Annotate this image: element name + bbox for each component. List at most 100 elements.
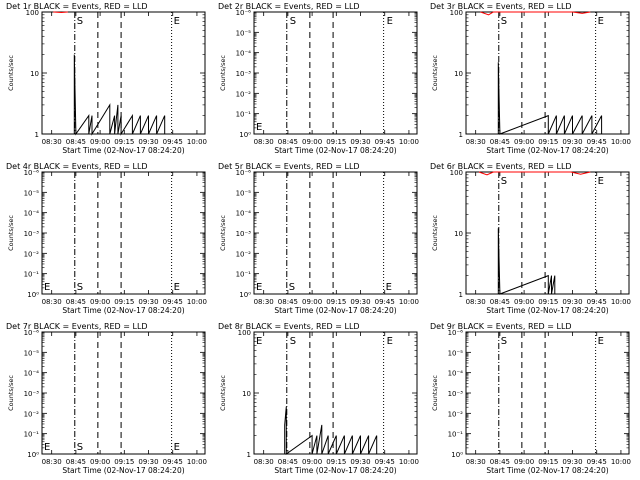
marker-label-S: S bbox=[77, 442, 83, 453]
y-tick-label: 10⁻⁵ bbox=[24, 189, 40, 197]
x-tick-label: 08:30 bbox=[42, 298, 62, 306]
y-tick-label: 10⁻³ bbox=[448, 390, 464, 398]
x-tick-label: 10:00 bbox=[399, 458, 419, 466]
x-tick-label: 09:15 bbox=[538, 458, 558, 466]
panel-det-7r: Det 7r BLACK = Events, RED = LLD Counts/s… bbox=[6, 322, 207, 475]
y-tick-label: 10⁻² bbox=[448, 410, 464, 418]
panel-det-3r: Det 3r BLACK = Events, RED = LLD Counts/s… bbox=[430, 2, 631, 155]
x-tick-label: 08:45 bbox=[278, 138, 298, 146]
x-tick-label: 08:45 bbox=[66, 298, 86, 306]
x-tick-label: 08:30 bbox=[254, 138, 274, 146]
y-tick-label: 10 bbox=[30, 70, 39, 78]
x-axis-label: Start Time (02-Nov-17 08:24:20) bbox=[62, 146, 184, 155]
marker-label-E-edge: E bbox=[44, 442, 50, 453]
y-tick-label: 10 bbox=[454, 230, 463, 238]
x-tick-label: 08:45 bbox=[490, 298, 510, 306]
y-axis-label: Counts/sec bbox=[431, 55, 439, 91]
y-axis-label: Counts/sec bbox=[7, 215, 15, 251]
panel-title: Det 3r BLACK = Events, RED = LLD bbox=[430, 2, 572, 11]
x-tick-label: 09:45 bbox=[163, 458, 183, 466]
x-axis-label: Start Time (02-Nov-17 08:24:20) bbox=[486, 466, 608, 475]
x-tick-label: 09:45 bbox=[587, 138, 607, 146]
plot-frame bbox=[41, 331, 206, 455]
x-tick-label: 09:30 bbox=[562, 458, 582, 466]
y-axis-label: Counts/sec bbox=[219, 55, 227, 91]
x-tick-label: 09:00 bbox=[90, 138, 110, 146]
y-tick-label: 100 bbox=[26, 9, 39, 17]
x-tick-label: 09:00 bbox=[90, 458, 110, 466]
x-tick-label: 10:00 bbox=[399, 298, 419, 306]
x-tick-label: 09:00 bbox=[302, 458, 322, 466]
x-tick-label: 09:45 bbox=[587, 298, 607, 306]
x-tick-label: 08:45 bbox=[278, 458, 298, 466]
y-tick-label: 100 bbox=[450, 169, 463, 177]
panel-title: Det 9r BLACK = Events, RED = LLD bbox=[430, 322, 572, 331]
plot-frame bbox=[41, 171, 206, 295]
y-tick-label: 10⁻² bbox=[24, 410, 40, 418]
x-tick-label: 09:45 bbox=[375, 138, 395, 146]
x-tick-label: 09:45 bbox=[375, 458, 395, 466]
y-tick-label: 10⁻¹ bbox=[24, 271, 40, 279]
x-tick-label: 10:00 bbox=[611, 298, 631, 306]
x-tick-label: 08:30 bbox=[42, 138, 62, 146]
y-tick-label: 10⁻³ bbox=[24, 230, 40, 238]
x-axis-label: Start Time (02-Nov-17 08:24:20) bbox=[62, 466, 184, 475]
panel-title: Det 8r BLACK = Events, RED = LLD bbox=[218, 322, 360, 331]
x-tick-label: 08:30 bbox=[466, 138, 486, 146]
x-axis-label: Start Time (02-Nov-17 08:24:20) bbox=[486, 306, 608, 315]
marker-label-E: E bbox=[598, 176, 604, 187]
x-tick-label: 09:15 bbox=[326, 298, 346, 306]
marker-label-E: E bbox=[598, 336, 604, 347]
x-tick-label: 09:30 bbox=[350, 138, 370, 146]
y-tick-label: 1 bbox=[459, 291, 463, 299]
x-tick-label: 09:00 bbox=[90, 298, 110, 306]
y-tick-label: 10⁻³ bbox=[24, 390, 40, 398]
y-tick-label: 10 bbox=[454, 70, 463, 78]
y-tick-label: 10⁻⁵ bbox=[236, 189, 252, 197]
marker-label-S: S bbox=[290, 336, 296, 347]
panel-title: Det 1r BLACK = Events, RED = LLD bbox=[6, 2, 148, 11]
series-lld bbox=[478, 171, 591, 176]
marker-label-S: S bbox=[289, 282, 295, 293]
panel-title: Det 7r BLACK = Events, RED = LLD bbox=[6, 322, 148, 331]
panel-title: Det 5r BLACK = Events, RED = LLD bbox=[218, 162, 360, 171]
y-tick-label: 10⁻¹ bbox=[24, 431, 40, 439]
series-lld bbox=[53, 11, 68, 14]
panel-det-2r: Det 2r BLACK = Events, RED = LLD Counts/s… bbox=[218, 2, 419, 155]
x-tick-label: 09:15 bbox=[114, 298, 134, 306]
plot-frame bbox=[253, 331, 418, 455]
x-axis-label: Start Time (02-Nov-17 08:24:20) bbox=[274, 306, 396, 315]
x-tick-label: 08:45 bbox=[490, 458, 510, 466]
x-tick-label: 09:30 bbox=[562, 298, 582, 306]
series-events bbox=[73, 54, 166, 136]
x-axis-label: Start Time (02-Nov-17 08:24:20) bbox=[486, 146, 608, 155]
series-lld bbox=[480, 11, 591, 16]
x-axis-label: Start Time (02-Nov-17 08:24:20) bbox=[274, 466, 396, 475]
x-tick-label: 08:45 bbox=[278, 298, 298, 306]
marker-label-S: S bbox=[501, 176, 507, 187]
y-tick-label: 10⁻⁴ bbox=[448, 370, 464, 378]
y-tick-label: 10⁻² bbox=[236, 250, 252, 258]
y-tick-label: 10⁻³ bbox=[236, 70, 252, 78]
y-tick-label: 10⁰ bbox=[27, 291, 39, 299]
x-axis-label: Start Time (02-Nov-17 08:24:20) bbox=[274, 146, 396, 155]
marker-label-E: E bbox=[174, 282, 180, 293]
y-tick-label: 10 bbox=[242, 390, 251, 398]
x-tick-label: 09:30 bbox=[138, 298, 158, 306]
y-tick-label: 10⁻² bbox=[24, 250, 40, 258]
panel-det-9r: Det 9r BLACK = Events, RED = LLD Counts/s… bbox=[430, 322, 631, 475]
marker-label-S: S bbox=[77, 16, 83, 27]
x-tick-label: 08:45 bbox=[490, 138, 510, 146]
marker-label-E-edge: E bbox=[44, 282, 50, 293]
x-tick-label: 09:30 bbox=[138, 458, 158, 466]
x-tick-label: 09:00 bbox=[302, 138, 322, 146]
y-tick-label: 100 bbox=[450, 9, 463, 17]
y-tick-label: 10⁻⁶ bbox=[24, 169, 40, 177]
x-tick-label: 08:30 bbox=[254, 458, 274, 466]
panel-title: Det 4r BLACK = Events, RED = LLD bbox=[6, 162, 148, 171]
x-tick-label: 08:30 bbox=[254, 298, 274, 306]
plot-frame bbox=[253, 171, 418, 295]
y-tick-label: 1 bbox=[35, 131, 39, 139]
x-tick-label: 09:00 bbox=[514, 298, 534, 306]
